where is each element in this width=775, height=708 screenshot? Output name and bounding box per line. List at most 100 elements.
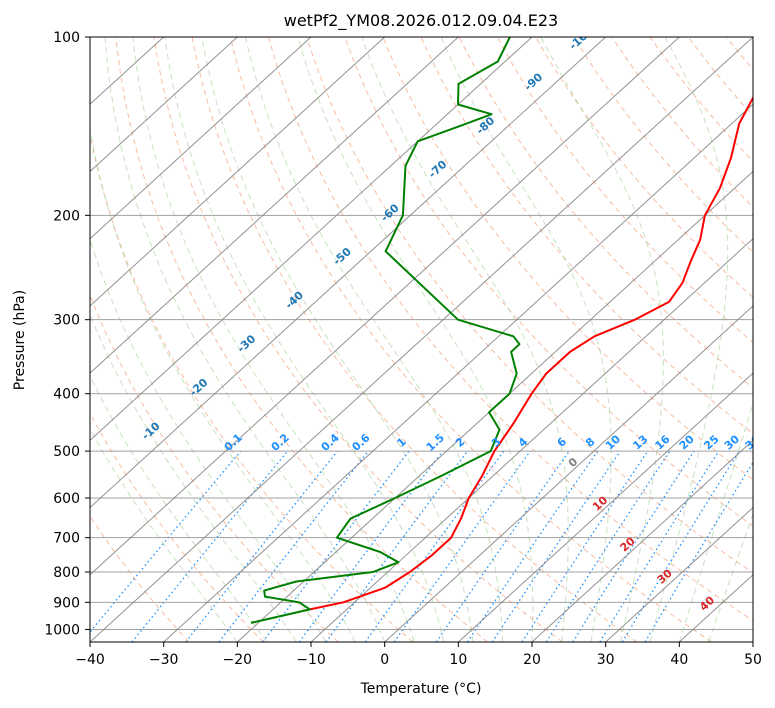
- mixing-ratio-line: [131, 450, 289, 642]
- dry-adiabat-line: [153, 37, 563, 642]
- x-tick-label: 20: [523, 652, 541, 668]
- moist-adiabat-line: [90, 125, 356, 642]
- moist-adiabat-line: [361, 37, 569, 642]
- x-tick-label: −30: [149, 652, 179, 668]
- moist-adiabat-label: -60: [378, 201, 402, 224]
- dry-adiabat-line: [765, 37, 775, 642]
- moist-adiabat-line: [297, 37, 534, 642]
- dry-adiabat-line: [115, 37, 488, 642]
- isotherm-line: [90, 37, 238, 173]
- y-axis: 1000 900 800 700 600 500 400 300 200 100: [44, 30, 90, 638]
- moist-adiabat-line: [90, 374, 268, 642]
- y-tick-label: 700: [53, 531, 80, 547]
- moist-adiabat-line: [201, 37, 474, 642]
- moist-adiabat-line: [90, 427, 238, 642]
- moist-adiabat-label: -10: [139, 419, 163, 442]
- y-tick-label: 800: [53, 565, 80, 581]
- dewpoint-profile: [250, 37, 521, 624]
- dry-adiabat-line: [90, 293, 339, 642]
- x-tick-label: 0: [380, 652, 389, 668]
- dry-adiabat-line: [306, 37, 753, 574]
- plot-profiles: 0.1 0.2 0.4 0.6 1 1.5 2 3 4 6 8 10 13 16 20 25 30 36-100-…: [139, 37, 763, 624]
- mixing-ratio-label: 1.5: [424, 431, 447, 454]
- isotherm-line: [531, 439, 753, 642]
- moist-adiabat-line: [164, 37, 445, 642]
- isotherm-line: [384, 305, 753, 642]
- moist-adiabat-line: [104, 37, 386, 642]
- x-tick-label: 50: [744, 652, 762, 668]
- isotherm-line: [457, 372, 753, 642]
- moist-adiabat-line: [90, 237, 327, 642]
- mixing-ratio-line: [435, 450, 570, 642]
- mixing-ratio-label: 2: [453, 435, 467, 450]
- moist-adiabat-line: [440, 37, 612, 642]
- y-tick-label: 900: [53, 595, 80, 611]
- mixing-ratio-label: 20: [677, 432, 697, 452]
- dry-adiabat-line: [649, 37, 753, 163]
- moist-adiabat-label: -40: [283, 288, 307, 311]
- isotherm-line: [163, 103, 753, 642]
- mixing-ratio-label: 13: [630, 433, 650, 453]
- isotherm-line: [90, 37, 680, 576]
- x-tick-label: 30: [597, 652, 615, 668]
- mixing-ratio-label: 0.2: [269, 431, 292, 454]
- mixing-ratio-line: [262, 450, 410, 642]
- mixing-ratio-label: 0.1: [222, 431, 245, 454]
- plot-frame: [89, 36, 754, 643]
- mixing-ratio-line: [393, 450, 531, 642]
- dry-adiabat-line: [90, 131, 414, 642]
- dry-adiabat-line: [611, 37, 753, 208]
- x-tick-label: −10: [296, 652, 326, 668]
- chart-title: wetPf2_YM08.2026.012.09.04.E23: [284, 11, 558, 31]
- x-tick-label: 40: [670, 652, 688, 668]
- dry-adiabat-line: [496, 37, 753, 344]
- mixing-ratio-label: 4: [516, 435, 531, 450]
- moist-adiabat-label: -50: [330, 245, 354, 268]
- mixing-ratio-line: [325, 450, 469, 642]
- moist-adiabat-line: [649, 37, 729, 642]
- mixing-ratio-label: 1: [394, 435, 408, 450]
- mixing-ratio-line: [185, 450, 339, 642]
- moist-adiabat-label: -90: [522, 70, 546, 93]
- x-axis: −40 −30 −20 −10 0 10 20 30 40 50: [75, 642, 762, 668]
- mixing-ratio-line: [572, 450, 695, 642]
- mixing-ratio-line: [466, 450, 599, 642]
- isotherm-line: [752, 641, 753, 642]
- mixing-ratio-line: [545, 450, 671, 642]
- dry-adiabat-line: [90, 515, 190, 642]
- isotherm-line: [605, 506, 753, 642]
- dry-adiabat-line: [382, 37, 753, 481]
- isotherm-line: [90, 37, 607, 509]
- dry-adiabat-line: [191, 37, 638, 642]
- plot-background-lines: [90, 37, 775, 642]
- moist-adiabat-line: [90, 313, 297, 642]
- dry-adiabat-label: 10: [590, 493, 610, 513]
- dry-adiabat-line: [535, 37, 753, 298]
- mixing-ratio-label: 6: [555, 435, 570, 450]
- mixing-ratio-label: 36: [743, 432, 763, 452]
- mixing-ratio-label: 10: [603, 432, 623, 452]
- mixing-ratio-label: 8: [583, 435, 597, 450]
- moist-adiabat-line: [678, 401, 753, 642]
- x-tick-label: −20: [223, 652, 253, 668]
- moist-adiabat-line: [245, 37, 503, 642]
- x-tick-label: 10: [449, 652, 467, 668]
- dry-adiabat-line: [573, 37, 753, 253]
- x-axis-label: Temperature (°C): [360, 681, 482, 697]
- moist-adiabat-line: [540, 37, 664, 642]
- mixing-ratio-label: 25: [701, 433, 721, 453]
- y-tick-label: 500: [53, 444, 80, 460]
- isotherm-line: [90, 37, 312, 240]
- dry-adiabat-line: [90, 412, 264, 642]
- y-tick-label: 100: [53, 30, 80, 46]
- isotherm-line: [90, 37, 459, 374]
- moist-adiabat-line: [708, 513, 753, 642]
- moist-adiabat-label: -80: [474, 114, 498, 137]
- mixing-ratio-line: [491, 450, 621, 642]
- x-tick-label: −40: [75, 652, 105, 668]
- y-tick-label: 400: [53, 387, 80, 403]
- mixing-ratio-line: [90, 450, 242, 634]
- dry-adiabat-line: [229, 37, 712, 642]
